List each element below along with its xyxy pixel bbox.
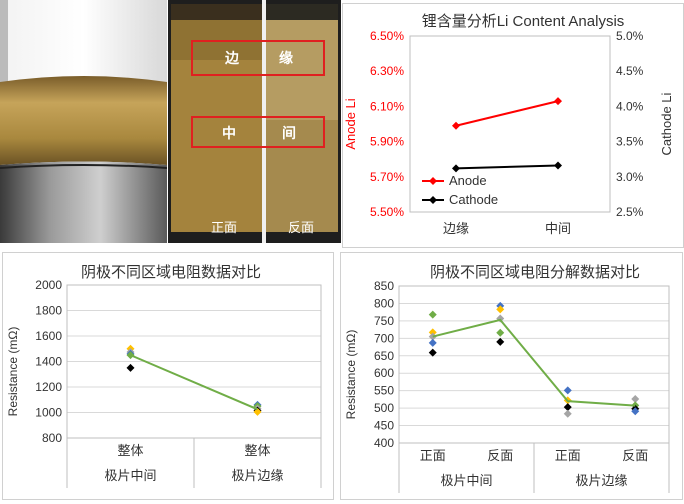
y-right-tick-label: 3.5% xyxy=(616,135,644,149)
data-point xyxy=(496,305,505,314)
y-tick-label: 850 xyxy=(374,279,394,293)
y-axis-label: Resistance (mΩ) xyxy=(344,330,358,420)
cathode-roll-image xyxy=(0,0,167,243)
resistance-region-chart: 阴极不同区域电阻数据对比 800 1000 1200 1400 1600 1800 2000 R… xyxy=(2,252,334,500)
y-tick-label: 450 xyxy=(374,419,394,433)
data-point xyxy=(126,363,135,372)
middle-region-box xyxy=(191,116,325,148)
data-point xyxy=(496,337,505,346)
y-tick-label: 550 xyxy=(374,384,394,398)
trend-line xyxy=(130,354,258,411)
y-axis-label: Resistance (mΩ) xyxy=(6,327,20,417)
x-tick-label: 反面 xyxy=(487,448,513,463)
li-content-svg: 锂含量分析Li Content Analysis 5.50% 5.70% 5.90% 6… xyxy=(343,13,674,236)
data-point xyxy=(428,332,437,341)
y-left-tick-label: 5.50% xyxy=(370,205,404,219)
data-point xyxy=(428,310,437,319)
plot-area xyxy=(409,35,611,213)
data-point xyxy=(563,403,572,412)
y-right-tick-label: 4.5% xyxy=(616,64,644,78)
plot-area xyxy=(398,285,670,444)
y-right-tick-label: 2.5% xyxy=(616,205,644,219)
data-point-anode xyxy=(554,97,562,106)
series-line-cathode xyxy=(455,164,559,170)
x-group-label: 极片边缘 xyxy=(231,468,283,483)
edge-region-box xyxy=(191,40,325,76)
data-point xyxy=(428,348,437,357)
trend-line xyxy=(432,318,636,407)
x-tick-label: 正面 xyxy=(420,448,446,463)
x-tick-label: 中间 xyxy=(545,221,571,236)
y-tick-label: 750 xyxy=(374,314,394,328)
chart-title: 锂含量分析Li Content Analysis xyxy=(422,13,625,30)
front-side-label: 正面 xyxy=(211,221,238,236)
edge-label-2: 缘 xyxy=(279,51,293,67)
data-point-anode xyxy=(452,121,460,130)
y-tick-label: 600 xyxy=(374,366,394,380)
x-tick-label: 整体 xyxy=(244,443,270,458)
data-point xyxy=(631,395,640,404)
y-right-axis-label: Cathode Li xyxy=(659,92,674,155)
y-right-tick-label: 4.0% xyxy=(616,99,644,113)
legend-label-cathode: Cathode xyxy=(449,192,498,207)
resistance-breakdown-chart: 阴极不同区域电阻分解数据对比 400 450 500 550 600 650 700 750 80… xyxy=(340,252,683,500)
y-tick-label: 400 xyxy=(374,436,394,450)
y-right-tick-label: 5.0% xyxy=(616,29,644,43)
y-left-axis-label: Anode Li xyxy=(343,98,358,149)
x-tick-label: 边缘 xyxy=(443,221,469,236)
legend-marker-cathode xyxy=(429,196,437,204)
legend-marker-anode xyxy=(429,177,437,185)
x-group-label: 极片中间 xyxy=(104,468,156,483)
x-group-label: 极片边缘 xyxy=(575,473,627,488)
series-line-anode xyxy=(455,100,559,127)
y-tick-label: 1400 xyxy=(35,355,62,369)
y-left-tick-label: 6.10% xyxy=(370,99,404,113)
data-point xyxy=(563,409,572,418)
x-tick-label: 反面 xyxy=(622,448,648,463)
y-left-tick-label: 6.50% xyxy=(370,29,404,43)
middle-label-2: 间 xyxy=(282,126,296,142)
x-group-label: 极片中间 xyxy=(440,473,492,488)
y-tick-label: 1200 xyxy=(35,380,62,394)
y-tick-label: 700 xyxy=(374,331,394,345)
back-side-label: 反面 xyxy=(288,221,315,236)
y-tick-label: 1800 xyxy=(35,304,62,318)
y-tick-label: 800 xyxy=(374,296,394,310)
y-left-tick-label: 5.90% xyxy=(370,135,404,149)
y-tick-label: 800 xyxy=(42,431,62,445)
y-left-tick-label: 6.30% xyxy=(370,64,404,78)
y-tick-label: 2000 xyxy=(35,278,62,292)
y-left-tick-label: 5.70% xyxy=(370,170,404,184)
y-tick-label: 650 xyxy=(374,349,394,363)
x-tick-label: 整体 xyxy=(117,443,143,458)
data-point xyxy=(496,328,505,337)
y-tick-label: 1600 xyxy=(35,329,62,343)
data-point xyxy=(631,407,640,416)
resistance-breakdown-svg: 阴极不同区域电阻分解数据对比 400 450 500 550 600 650 700 750 80… xyxy=(344,264,670,493)
data-point xyxy=(563,386,572,395)
chart-title: 阴极不同区域电阻分解数据对比 xyxy=(430,264,640,281)
data-point xyxy=(253,407,262,416)
y-tick-label: 500 xyxy=(374,401,394,415)
data-point xyxy=(428,338,437,347)
middle-label-1: 中 xyxy=(222,126,236,142)
resistance-region-svg: 阴极不同区域电阻数据对比 800 1000 1200 1400 1600 1800 2000 R… xyxy=(6,264,322,488)
chart-title: 阴极不同区域电阻数据对比 xyxy=(81,264,261,281)
x-tick-label: 正面 xyxy=(555,448,581,463)
cathode-roll-photo xyxy=(0,0,167,243)
edge-label-1: 边 xyxy=(225,51,239,67)
data-point-cathode xyxy=(452,164,460,173)
data-point-cathode xyxy=(554,161,562,170)
data-point xyxy=(428,328,437,337)
li-content-chart: 锂含量分析Li Content Analysis 5.50% 5.70% 5.90% 6… xyxy=(342,3,684,248)
y-right-tick-label: 3.0% xyxy=(616,170,644,184)
y-tick-label: 1000 xyxy=(35,406,62,420)
legend-label-anode: Anode xyxy=(449,173,487,188)
